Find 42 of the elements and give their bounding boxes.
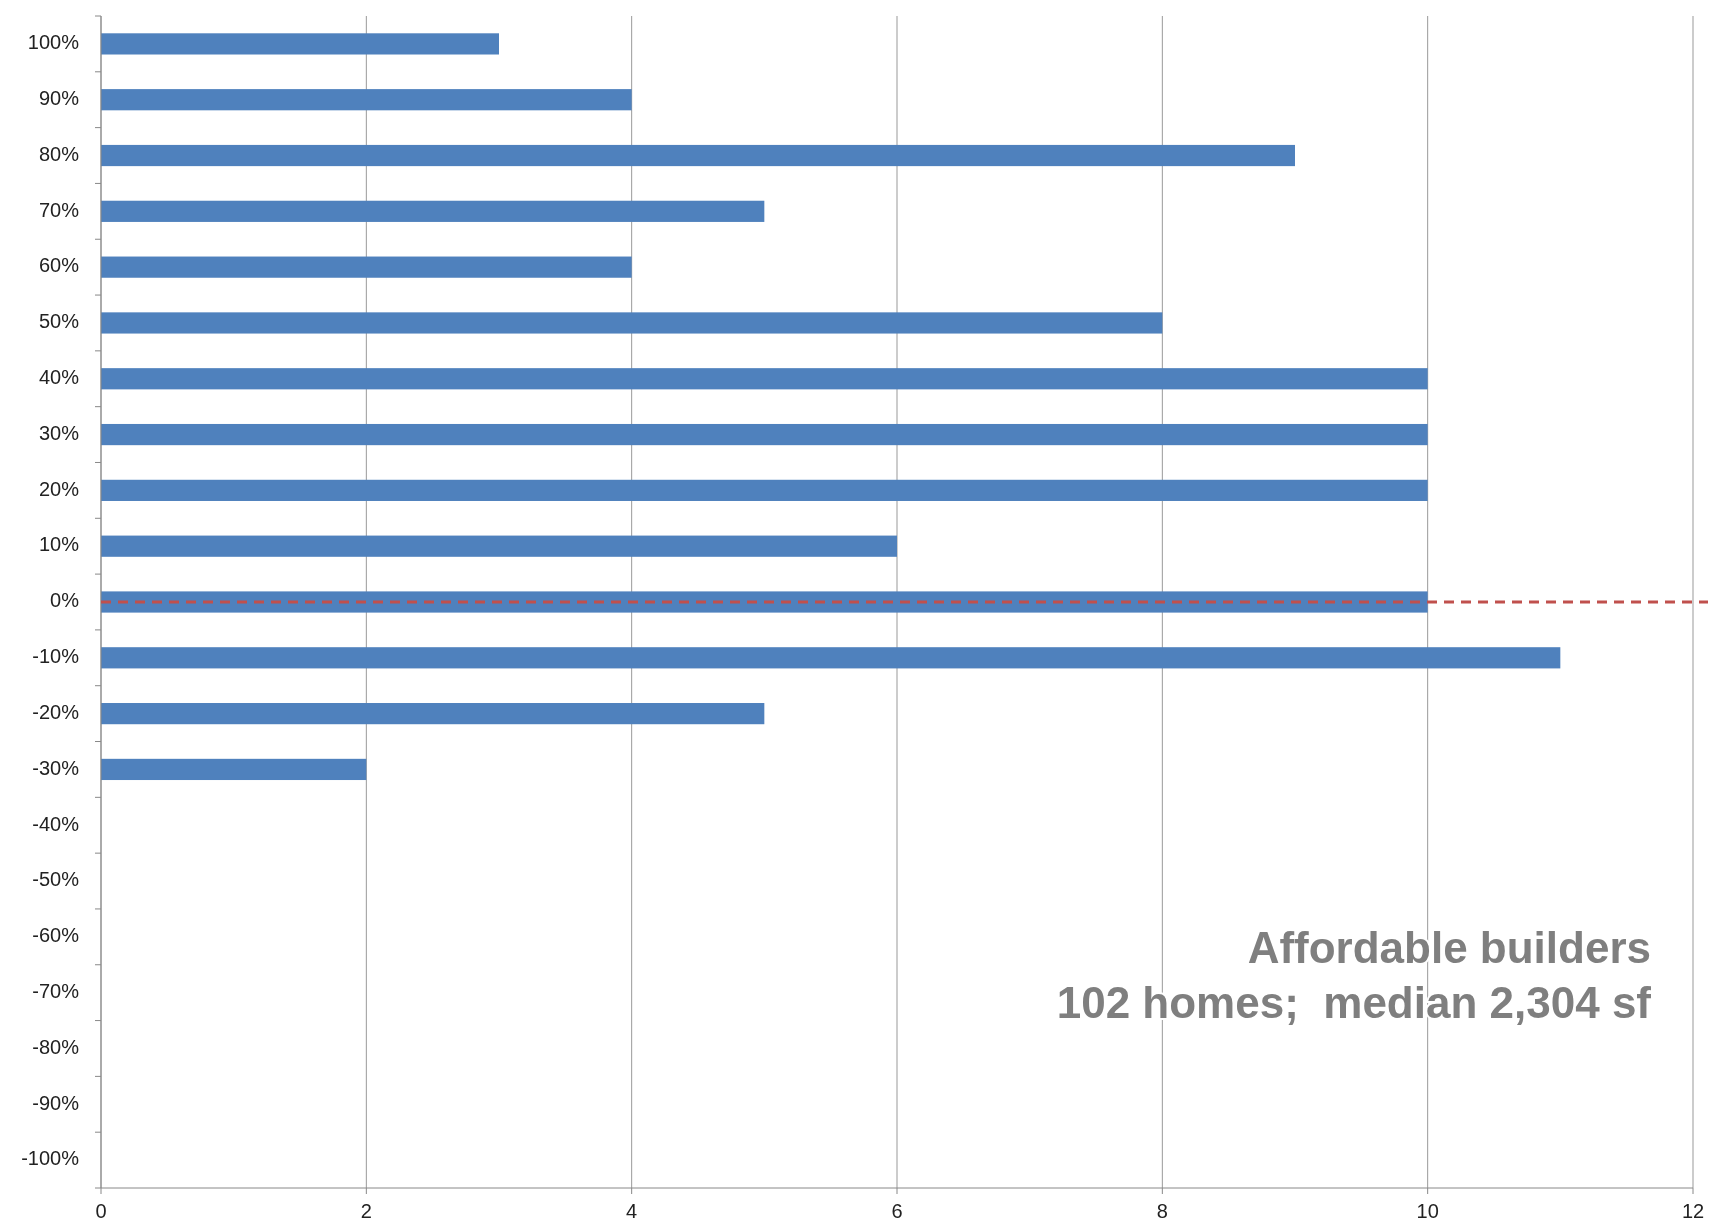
y-tick-label: 90% xyxy=(38,87,80,109)
bar xyxy=(101,33,499,55)
y-tick-label: 30% xyxy=(38,421,80,444)
bar xyxy=(101,144,1295,167)
y-tick-label: -50% xyxy=(32,868,80,891)
bar xyxy=(101,703,765,725)
bar xyxy=(101,423,1428,446)
y-tick-label: -30% xyxy=(32,756,80,779)
y-tick-label: -10% xyxy=(32,645,80,668)
bar xyxy=(101,479,1428,501)
bar xyxy=(101,647,1561,669)
y-tick-label: 0% xyxy=(50,589,80,612)
y-tick-label: -20% xyxy=(32,700,80,723)
x-tick-label: 10 xyxy=(1416,1200,1439,1222)
x-tick-label: 12 xyxy=(1681,1200,1705,1222)
y-tick-label: -80% xyxy=(32,1035,80,1058)
bar xyxy=(101,312,1163,334)
y-tick-label: -60% xyxy=(32,924,80,947)
bar xyxy=(101,200,765,222)
bar xyxy=(101,89,632,111)
y-tick-label: 60% xyxy=(38,254,80,277)
bar xyxy=(101,591,1428,613)
y-tick-label: 70% xyxy=(38,198,80,221)
bar xyxy=(101,368,1428,390)
y-tick-label: 80% xyxy=(38,142,80,165)
y-tick-label: -70% xyxy=(32,979,80,1002)
y-tick-label: 10% xyxy=(38,533,80,556)
bar xyxy=(101,256,632,278)
y-tick-label: 20% xyxy=(38,477,80,500)
y-tick-label: -40% xyxy=(32,812,80,835)
bar xyxy=(101,758,367,781)
y-tick-label: -100% xyxy=(21,1147,80,1170)
x-tick-label: 4 xyxy=(626,1200,638,1222)
y-tick-label: -90% xyxy=(32,1091,80,1114)
y-tick-label: 100% xyxy=(27,31,80,54)
y-tick-label: 50% xyxy=(38,310,80,333)
x-tick-label: 8 xyxy=(1156,1200,1168,1222)
x-tick-label: 6 xyxy=(891,1200,903,1222)
bar xyxy=(101,535,897,557)
x-tick-label: 0 xyxy=(95,1200,107,1222)
y-tick-label: 40% xyxy=(38,366,80,389)
x-tick-label: 2 xyxy=(360,1200,372,1222)
